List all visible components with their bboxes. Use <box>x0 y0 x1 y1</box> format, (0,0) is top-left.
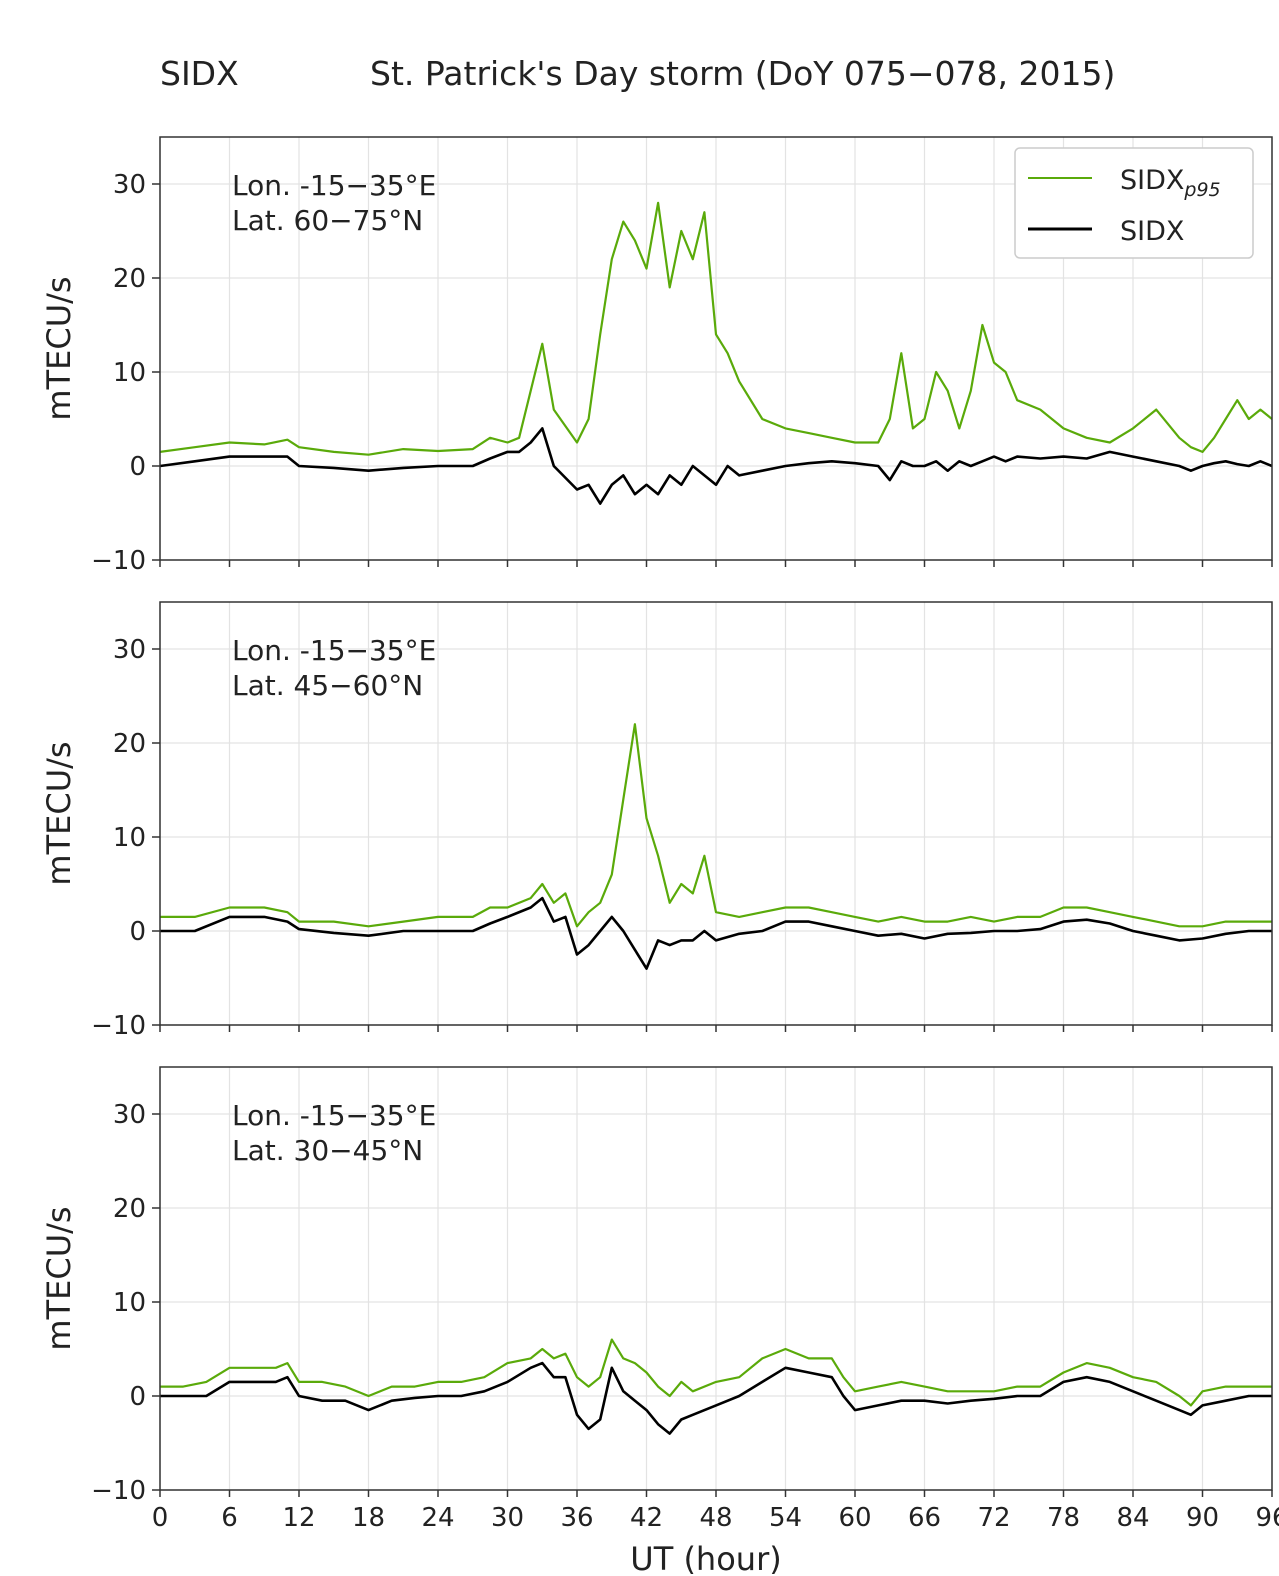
x-tick-label: 6 <box>221 1503 238 1533</box>
series-line-sidx <box>160 427 1272 505</box>
y-tick-label: 0 <box>129 917 146 947</box>
region-lon-label: Lon. -15−35°E <box>232 169 436 202</box>
x-tick-label: 90 <box>1186 1503 1219 1533</box>
region-lon-label: Lon. -15−35°E <box>232 634 436 667</box>
y-tick-label: 10 <box>113 1288 146 1318</box>
legend-p95-text: SIDX <box>1120 165 1184 196</box>
series-line-sidx-p95 <box>160 1338 1272 1407</box>
series-group <box>160 723 1272 970</box>
legend-p95-label: SIDXp95 <box>1120 165 1221 201</box>
x-tick-label: 0 <box>152 1503 169 1533</box>
y-axis-label: mTECU/s <box>40 741 78 885</box>
x-tick-label: 96 <box>1255 1503 1279 1533</box>
x-tick-label: 54 <box>769 1503 802 1533</box>
series-line-sidx <box>160 1361 1272 1435</box>
region-lat-label: Lat. 45−60°N <box>232 669 423 702</box>
y-tick-label: 30 <box>113 635 146 665</box>
y-tick-label: 10 <box>113 823 146 853</box>
y-tick-label: 10 <box>113 358 146 388</box>
x-axis-label: UT (hour) <box>630 1540 781 1576</box>
x-tick-label: 30 <box>491 1503 524 1533</box>
x-tick-label: 12 <box>282 1503 315 1533</box>
y-tick-label: −10 <box>91 1476 146 1506</box>
x-tick-label: 42 <box>630 1503 663 1533</box>
x-tick-label: 66 <box>908 1503 941 1533</box>
y-tick-label: 30 <box>113 170 146 200</box>
x-tick-label: 84 <box>1116 1503 1149 1533</box>
y-tick-label: 20 <box>113 1194 146 1224</box>
series-line-sidx <box>160 896 1272 970</box>
region-lat-label: Lat. 30−45°N <box>232 1134 423 1167</box>
x-tick-label: 72 <box>977 1503 1010 1533</box>
y-tick-label: 20 <box>113 264 146 294</box>
legend-sidx-label: SIDX <box>1120 216 1184 247</box>
y-tick-label: −10 <box>91 1011 146 1041</box>
y-tick-label: 30 <box>113 1100 146 1130</box>
series-group <box>160 201 1272 505</box>
series-line-sidx-p95 <box>160 201 1272 456</box>
figure-title: St. Patrick's Day storm (DoY 075−078, 20… <box>370 54 1115 93</box>
y-tick-label: 0 <box>129 452 146 482</box>
series-group <box>160 1338 1272 1435</box>
y-tick-label: 0 <box>129 1382 146 1412</box>
x-tick-label: 24 <box>421 1503 454 1533</box>
x-tick-label: 36 <box>560 1503 593 1533</box>
region-lon-label: Lon. -15−35°E <box>232 1099 436 1132</box>
legend-p95-subscript: p95 <box>1183 179 1220 201</box>
x-tick-label: 48 <box>699 1503 732 1533</box>
y-tick-label: −10 <box>91 546 146 576</box>
figure-left-title: SIDX <box>160 54 239 93</box>
legend: SIDXp95 SIDX <box>1014 147 1254 259</box>
y-axis-label: mTECU/s <box>40 1206 78 1350</box>
x-tick-label: 60 <box>838 1503 871 1533</box>
x-tick-label: 78 <box>1047 1503 1080 1533</box>
series-line-sidx-p95 <box>160 723 1272 928</box>
x-tick-label: 18 <box>352 1503 385 1533</box>
region-lat-label: Lat. 60−75°N <box>232 204 423 237</box>
y-tick-label: 20 <box>113 729 146 759</box>
y-axis-label: mTECU/s <box>40 276 78 420</box>
